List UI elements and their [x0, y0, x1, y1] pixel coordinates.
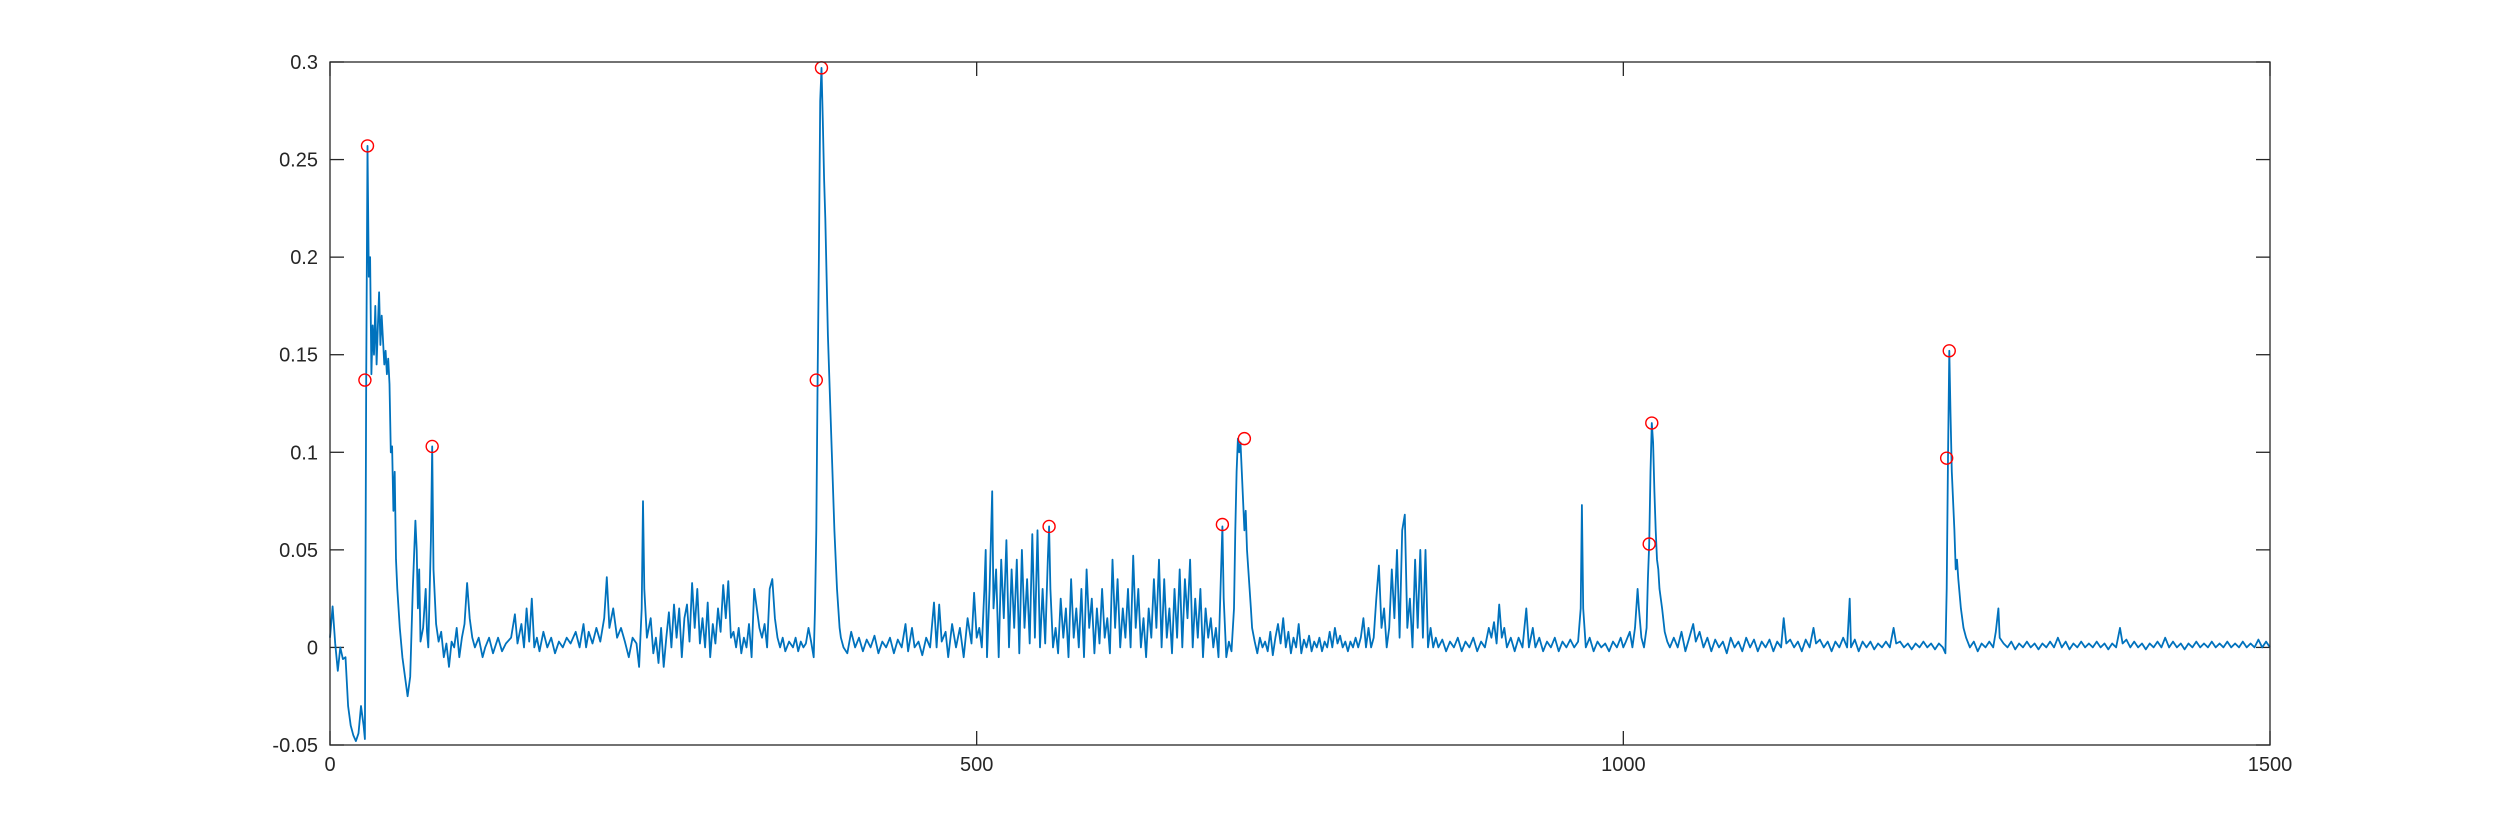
peak-marker	[1215, 517, 1230, 532]
peak-marker	[1942, 344, 1956, 358]
y-tick-label: 0.15	[279, 345, 318, 367]
peak-marker	[358, 373, 372, 387]
signal-line	[329, 67, 2271, 742]
x-tick-label: 0	[324, 754, 335, 776]
x-tick-label: 1500	[2248, 754, 2293, 776]
peak-marker	[1237, 431, 1252, 446]
axes-box	[329, 61, 2271, 746]
y-tick-label: 0.25	[279, 150, 318, 172]
peak-marker	[809, 373, 823, 387]
y-tick-label: 0.3	[290, 52, 318, 74]
tick-labels: 0 500 1000 1500 -0.05 0 0.05 0.1 0.15 0.2 0.25 0.3	[272, 52, 2292, 776]
y-tick-label: -0.05	[272, 735, 318, 757]
peak-markers	[358, 61, 1956, 551]
peak-marker	[425, 439, 439, 454]
y-tick-label: 0.1	[290, 442, 318, 464]
peak-marker	[360, 139, 375, 153]
x-tick-label: 1000	[1601, 754, 1646, 776]
y-tick-label: 0.05	[279, 540, 318, 562]
y-tick-label: 0	[307, 637, 318, 659]
peak-marker	[1939, 451, 1954, 465]
y-tick-label: 0.2	[290, 247, 318, 269]
peak-marker	[1642, 537, 1656, 551]
peak-marker	[1042, 519, 1056, 534]
peak-marker	[1645, 416, 1659, 430]
x-tick-label: 500	[960, 754, 993, 776]
